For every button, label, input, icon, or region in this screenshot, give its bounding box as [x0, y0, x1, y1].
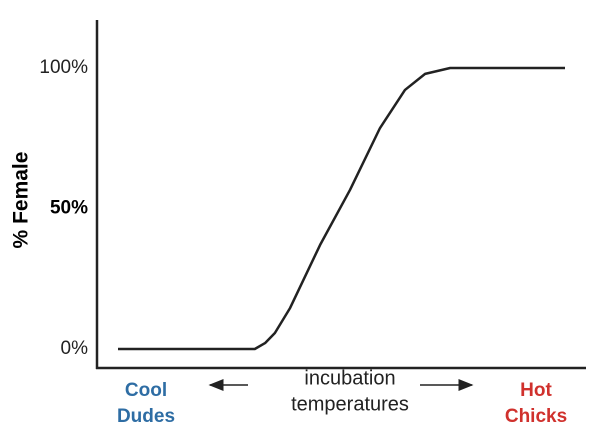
x-label-right: Chicks	[505, 406, 567, 427]
y-tick-label: 50%	[50, 198, 88, 219]
x-axis-title: incubation	[304, 367, 395, 389]
y-axis-title: % Female	[10, 152, 33, 249]
x-axis-title: temperatures	[291, 393, 409, 415]
x-label-right: Hot	[520, 380, 552, 401]
y-tick-label: 0%	[61, 338, 89, 359]
x-label-left: Cool	[125, 380, 167, 401]
x-label-left: Dudes	[117, 406, 175, 427]
y-tick-label: 100%	[39, 57, 88, 78]
line	[118, 66, 565, 351]
